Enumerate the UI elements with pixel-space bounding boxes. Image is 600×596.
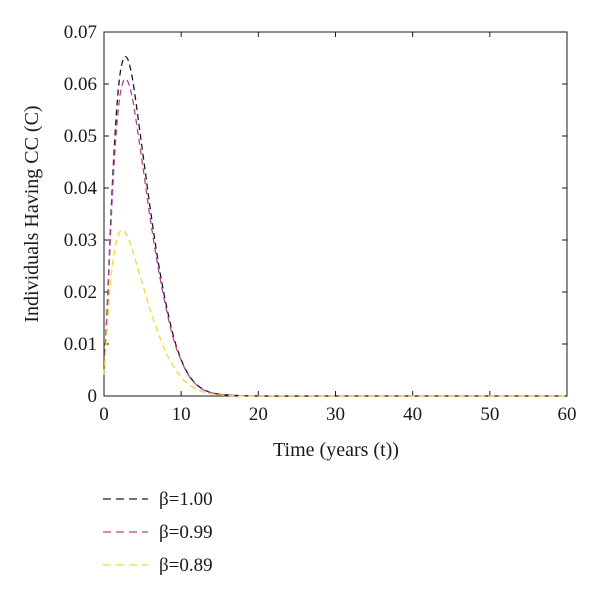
x-tick-label: 50 [480,404,499,425]
series-line [103,229,567,397]
y-tick-label: 0.02 [64,282,97,303]
series-line [103,55,567,397]
x-axis-title: Time (years (t)) [273,439,399,461]
y-axis-ticks: 0 0.01 0.02 0.03 0.04 0.05 0.06 0.07 [64,22,567,407]
legend: β=1.00 β=0.99 β=0.89 [103,489,213,576]
y-tick-label: 0.01 [64,334,97,355]
x-tick-label: 0 [99,404,109,425]
x-tick-label: 10 [172,404,191,425]
legend-label: β=1.00 [159,489,213,510]
y-tick-label: 0.07 [64,22,97,43]
y-tick-label: 0 [88,386,98,407]
x-tick-label: 20 [249,404,268,425]
y-axis-title: Individuals Having CC (C) [21,105,43,322]
x-tick-label: 40 [403,404,422,425]
series-line [103,78,567,397]
series-lines [103,55,567,397]
x-tick-label: 60 [558,404,577,425]
plot-frame [103,31,568,397]
legend-label: β=0.89 [159,555,213,576]
y-tick-label: 0.04 [64,178,98,199]
legend-label: β=0.99 [159,522,213,543]
x-axis-ticks: 0 10 20 30 40 50 60 [99,32,577,425]
y-tick-label: 0.06 [64,74,97,95]
x-tick-label: 30 [326,404,345,425]
y-tick-label: 0.03 [64,230,97,251]
y-tick-label: 0.05 [64,126,97,147]
